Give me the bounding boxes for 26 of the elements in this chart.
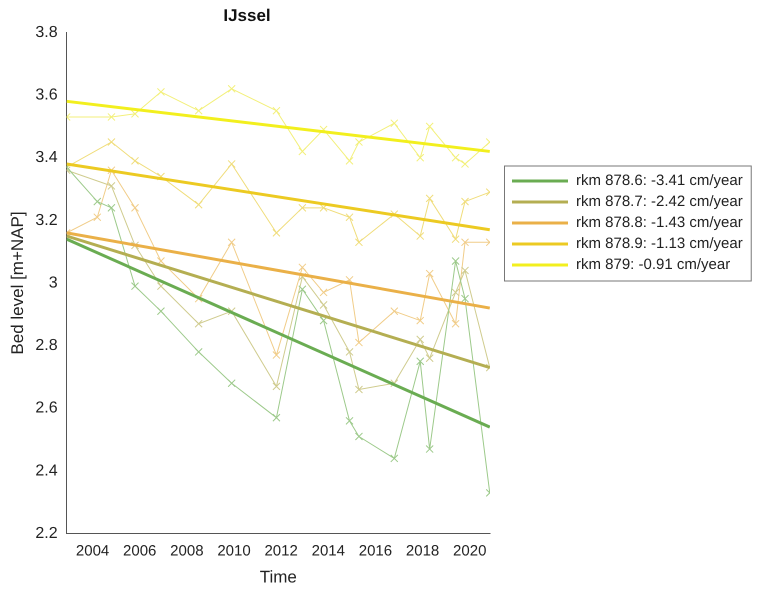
y-axis-title: Bed level [m+NAP]	[8, 211, 27, 355]
y-tick-label: 2.4	[35, 462, 58, 480]
x-tick-label: 2012	[264, 542, 298, 560]
x-tick-label: 2008	[170, 542, 204, 560]
y-tick-label: 3.8	[35, 24, 58, 41]
y-tick-label: 3.4	[35, 149, 58, 166]
y-tick-label: 2.8	[35, 337, 58, 354]
x-tick-label: 2016	[358, 542, 392, 560]
y-tick-label: 2.2	[35, 525, 58, 542]
legend-label: rkm 878.9: -1.13 cm/year	[576, 235, 743, 252]
x-tick-label: 2018	[406, 542, 440, 560]
x-axis-title: Time	[260, 567, 297, 586]
legend-label: rkm 878.6: -3.41 cm/year	[576, 172, 743, 190]
y-tick-label: 3.2	[35, 212, 58, 229]
x-tick-label: 2014	[312, 542, 345, 560]
y-tick-label: 3.6	[35, 86, 58, 104]
x-tick-label: 2004	[76, 542, 110, 560]
x-tick-label: 2020	[453, 542, 486, 560]
y-tick-label: 2.6	[35, 400, 58, 417]
x-tick-label: 2006	[123, 542, 156, 560]
legend-label: rkm 878.8: -1.43 cm/year	[576, 214, 743, 232]
y-tick-label: 3	[48, 274, 58, 292]
x-tick-label: 2010	[217, 542, 251, 560]
chart-title: IJssel	[223, 6, 271, 25]
legend-label: rkm 879: -0.91 cm/year	[576, 256, 730, 274]
legend-label: rkm 878.7: -2.42 cm/year	[576, 193, 743, 210]
